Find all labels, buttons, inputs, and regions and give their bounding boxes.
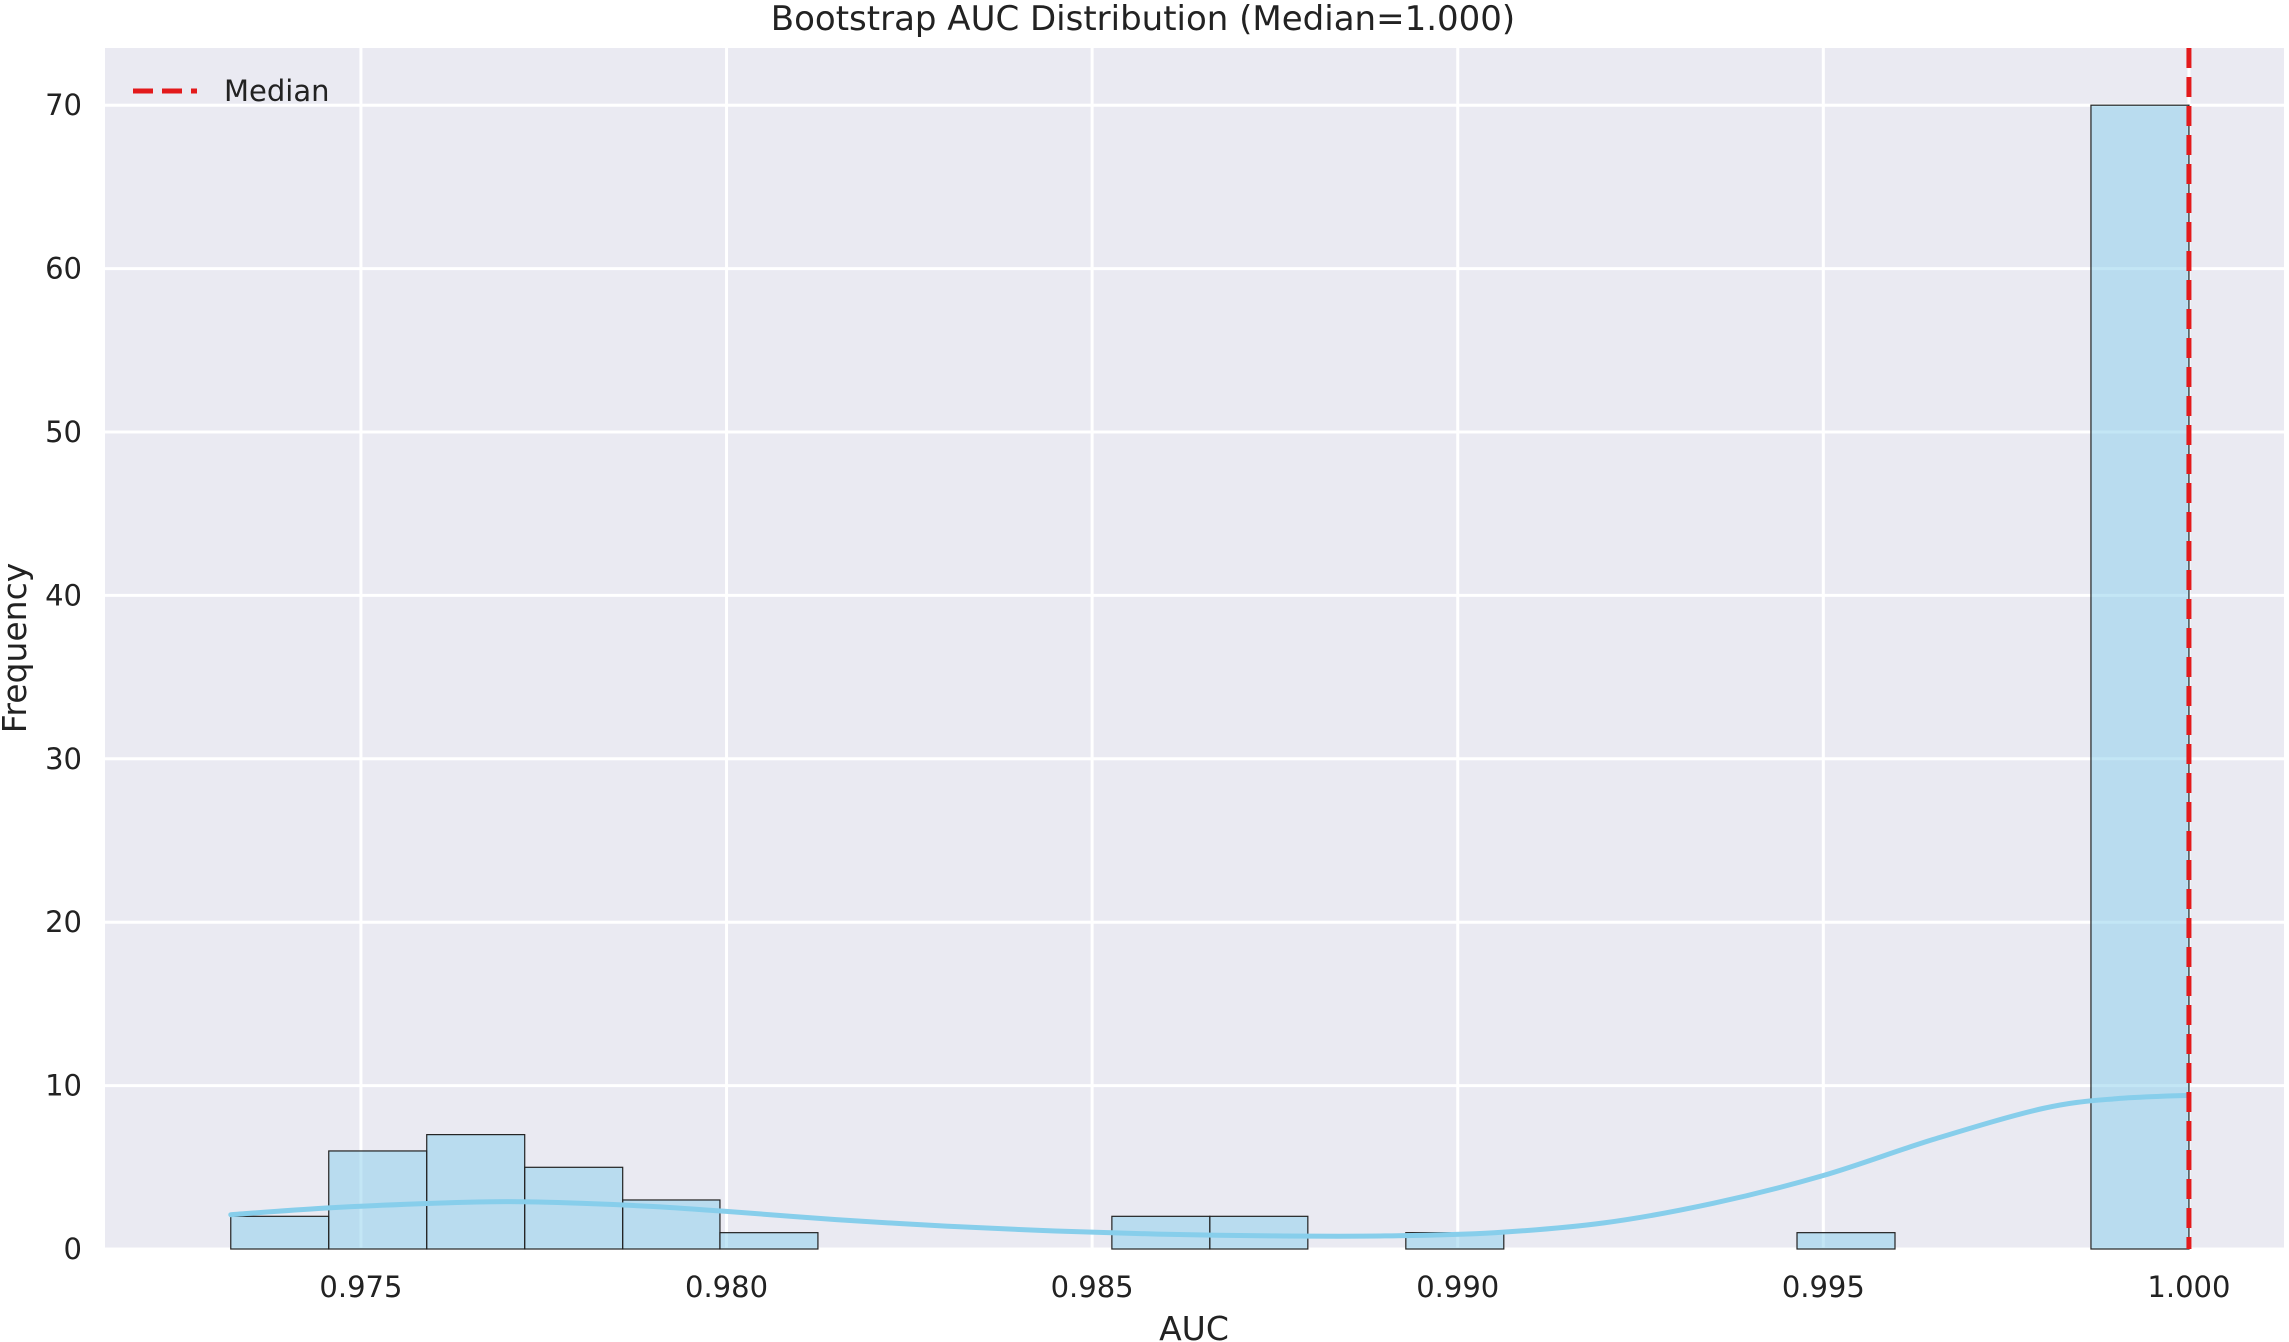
y-tick-label: 50 <box>45 415 82 449</box>
y-tick-label: 60 <box>45 252 82 286</box>
x-tick-labels: 0.975 0.980 0.985 0.990 0.995 1.000 <box>319 1270 2230 1304</box>
histogram-bar <box>1209 1215 1309 1250</box>
x-tick-label: 0.980 <box>685 1270 768 1304</box>
legend-median-label: Median <box>224 74 329 108</box>
x-tick-label: 0.985 <box>1051 1270 1134 1304</box>
x-tick-label: 1.000 <box>2147 1270 2230 1304</box>
y-tick-label: 20 <box>45 905 82 939</box>
y-axis-label: Frequency <box>0 563 34 733</box>
y-tick-labels: 0 10 20 30 40 50 60 70 <box>45 88 82 1266</box>
y-tick-label: 70 <box>45 88 82 122</box>
histogram-bar <box>426 1134 526 1250</box>
histogram-bar <box>328 1150 428 1250</box>
histogram-bar <box>524 1166 624 1250</box>
histogram-bar <box>230 1215 330 1250</box>
y-tick-label: 10 <box>45 1069 82 1103</box>
chart-title: Bootstrap AUC Distribution (Median=1.000… <box>771 0 1515 39</box>
plot-area <box>105 48 2284 1249</box>
histogram-bar <box>2090 104 2190 1250</box>
x-tick-label: 0.995 <box>1782 1270 1865 1304</box>
histogram-bar <box>719 1232 819 1250</box>
histogram-bar <box>1796 1232 1896 1250</box>
x-axis-label: AUC <box>1159 1309 1229 1342</box>
y-tick-label: 0 <box>64 1232 82 1266</box>
legend: Median <box>133 74 329 108</box>
y-tick-label: 40 <box>45 578 82 612</box>
kde-curve <box>228 1092 2192 1239</box>
histogram-bars <box>230 104 2190 1250</box>
y-tick-label: 30 <box>45 742 82 776</box>
x-tick-label: 0.975 <box>319 1270 402 1304</box>
x-tick-label: 0.990 <box>1416 1270 1499 1304</box>
